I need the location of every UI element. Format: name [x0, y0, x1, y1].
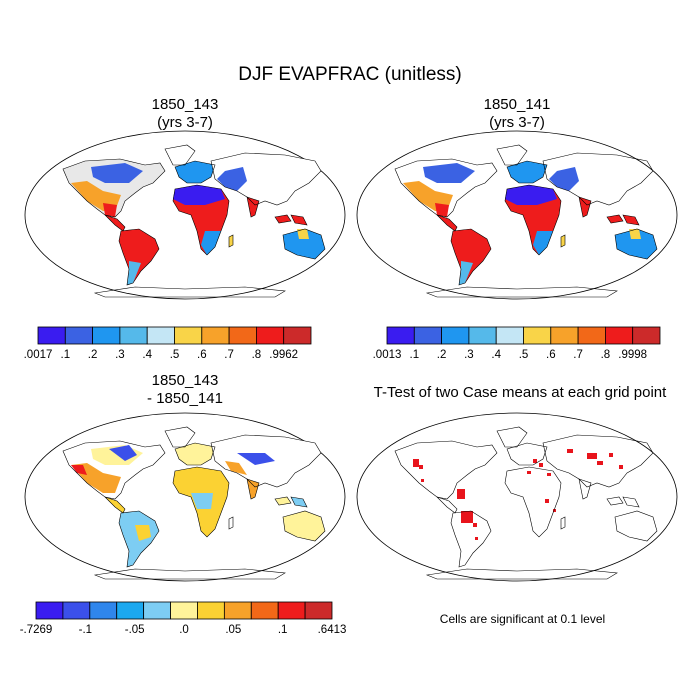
colorbar-swatch: [228, 326, 257, 345]
colorbar-tick-label: .7: [224, 349, 234, 361]
colorbar-swatch: [143, 601, 171, 620]
colorbar-swatch: [523, 326, 552, 345]
colorbar-swatch: [119, 326, 148, 345]
panel-title-line2: (yrs 3-7): [489, 114, 545, 131]
colorbar-swatch: [632, 326, 661, 345]
figure-title: DJF EVAPFRAC (unitless): [238, 64, 462, 85]
colorbar-swatch: [277, 601, 306, 620]
colorbar-tick-label: .3: [115, 349, 125, 361]
colorbar-case1: .0017 .1 .2 .3 .4 .5 .6 .7 .8 .9962: [24, 326, 312, 361]
colorbar-swatch: [146, 326, 175, 345]
colorbar-tick-label: .6: [197, 349, 207, 361]
panel-title-case2: 1850_141 (yrs 3-7): [352, 96, 682, 132]
colorbar-swatch: [386, 326, 415, 345]
map-frame: [356, 130, 678, 300]
map-frame: [24, 412, 346, 582]
colorbar-swatch: [170, 601, 198, 620]
field-fill: [63, 153, 325, 285]
colorbar-tick-label: -.1: [79, 624, 92, 636]
map-frame: [24, 130, 346, 300]
colorbar-tick-label: .6413: [318, 624, 347, 636]
colorbar-tick-label: -.7269: [20, 624, 53, 636]
colorbar-swatch: [92, 326, 121, 345]
colorbar-swatch: [283, 326, 312, 345]
colorbar-swatch: [605, 326, 634, 345]
colorbar-swatch: [116, 601, 145, 620]
colorbar-swatch: [441, 326, 470, 345]
colorbar-tick-label: .9962: [269, 349, 298, 361]
colorbar-swatch: [550, 326, 579, 345]
panel-title-case1: 1850_143 (yrs 3-7): [20, 96, 350, 132]
map-panel-case1: [24, 130, 346, 300]
colorbar-swatch: [89, 601, 118, 620]
colorbar-tick-label: .0013: [373, 349, 402, 361]
colorbar-swatch: [197, 601, 225, 620]
panel-title-line2: - 1850_141: [147, 390, 223, 407]
panel-title-diff: 1850_143 - 1850_141: [20, 372, 350, 408]
map-frame: [356, 412, 678, 582]
colorbar-tick-label: .0: [179, 624, 189, 636]
colorbar-tick-label: .0017: [24, 349, 53, 361]
colorbar-swatch: [223, 601, 252, 620]
map-panel-case2: [356, 130, 678, 300]
colorbar-tick-label: .2: [437, 349, 447, 361]
colorbar-swatch: [255, 326, 285, 345]
field-fill: [403, 161, 657, 285]
panel-title-line1: 1850_143: [151, 96, 219, 113]
colorbar-swatch: [413, 326, 442, 345]
colorbar-tick-label: .8: [252, 349, 262, 361]
panel-title-line2: (yrs 3-7): [157, 114, 213, 131]
colorbar-case2: .0013 .1 .2 .3 .4 .5 .6 .7 .8 .9998: [373, 326, 661, 361]
colorbar-swatch: [577, 326, 606, 345]
colorbar-swatch: [62, 601, 91, 620]
colorbar-swatch: [35, 601, 64, 620]
colorbar-swatch: [37, 326, 66, 345]
colorbar-tick-label: .5: [170, 349, 180, 361]
colorbar-tick-label: .1: [278, 624, 288, 636]
colorbar-tick-label: .7: [573, 349, 583, 361]
colorbar-tick-label: .4: [142, 349, 152, 361]
colorbar-tick-label: .2: [88, 349, 98, 361]
colorbar-tick-label: .9998: [618, 349, 647, 361]
map-panel-diff: [24, 412, 346, 582]
panel-title-line1: 1850_143: [151, 372, 219, 389]
colorbar-tick-label: .8: [601, 349, 611, 361]
significance-note: Cells are significant at 0.1 level: [439, 612, 606, 626]
colorbar-tick-label: -.05: [125, 624, 145, 636]
colorbar-tick-label: .3: [464, 349, 474, 361]
colorbar-swatch: [495, 326, 524, 345]
colorbar-tick-label: .05: [225, 624, 241, 636]
colorbar-swatch: [64, 326, 94, 345]
colorbar-swatch: [304, 601, 333, 620]
colorbar-swatch: [201, 326, 230, 345]
panel-title-ttest: T-Test of two Case means at each grid po…: [373, 384, 667, 401]
colorbar-swatch: [174, 326, 203, 345]
colorbar-swatch: [468, 326, 497, 345]
colorbar-tick-label: .6: [546, 349, 556, 361]
colorbar-tick-label: .4: [491, 349, 501, 361]
colorbar-tick-label: .1: [410, 349, 420, 361]
colorbar-swatch: [250, 601, 279, 620]
field-fill: [71, 435, 325, 567]
significant-cells: [413, 449, 623, 540]
panel-title-line1: 1850_141: [483, 96, 551, 113]
map-panel-ttest: [356, 412, 678, 582]
colorbar-tick-label: .1: [61, 349, 71, 361]
colorbar-diff: -.7269 -.1 -.05 .0 .05 .1 .6413: [20, 601, 347, 636]
colorbar-tick-label: .5: [519, 349, 529, 361]
